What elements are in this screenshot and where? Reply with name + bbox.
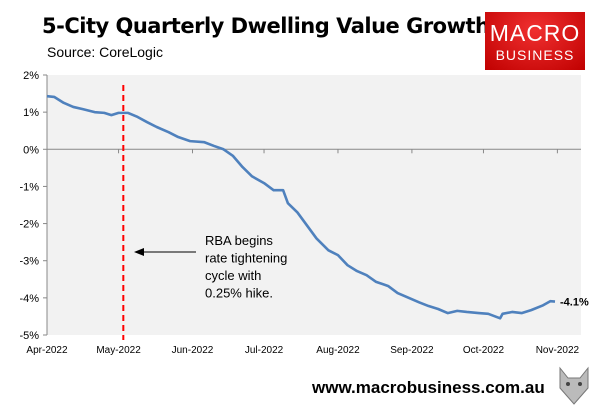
x-tick-label: Jun-2022: [172, 345, 214, 356]
annotation-text: rate tightening: [205, 251, 287, 266]
plot-area: [47, 75, 581, 335]
y-tick-label: -3%: [19, 256, 39, 268]
wolf-logo-icon: [559, 366, 589, 405]
logo-line1: MACRO: [489, 20, 581, 46]
end-value-label: -4.1%: [560, 297, 589, 309]
y-tick-label: -1%: [19, 181, 39, 193]
series-line: [46, 94, 556, 320]
y-tick-label: 0%: [23, 144, 39, 156]
x-tick-label: Apr-2022: [26, 345, 68, 356]
annotation-text: cycle with: [205, 268, 261, 283]
y-tick-label: -4%: [19, 293, 39, 305]
y-tick-label: 1%: [23, 107, 39, 119]
annotation-text: 0.25% hike.: [205, 286, 273, 301]
x-tick-label: Nov-2022: [536, 345, 580, 356]
x-tick-label: May-2022: [96, 345, 141, 356]
x-tick-label: Oct-2022: [463, 345, 505, 356]
chart-source: Source: CoreLogic: [47, 44, 163, 60]
y-tick-label: -5%: [19, 330, 39, 342]
footer-url: www.macrobusiness.com.au: [312, 378, 545, 397]
y-tick-label: 2%: [23, 70, 39, 82]
x-tick-label: Sep-2022: [390, 345, 434, 356]
x-tick-label: Jul-2022: [245, 345, 284, 356]
y-tick-label: -2%: [19, 219, 39, 231]
logo-line2: BUSINESS: [495, 47, 575, 63]
x-tick-label: Aug-2022: [316, 345, 360, 356]
macrobusiness-logo: MACRO BUSINESS: [485, 12, 585, 70]
annotation-text: RBA begins: [205, 233, 273, 248]
annotation-arrowhead: [134, 248, 144, 256]
chart-title: 5-City Quarterly Dwelling Value Growth: [42, 14, 490, 38]
